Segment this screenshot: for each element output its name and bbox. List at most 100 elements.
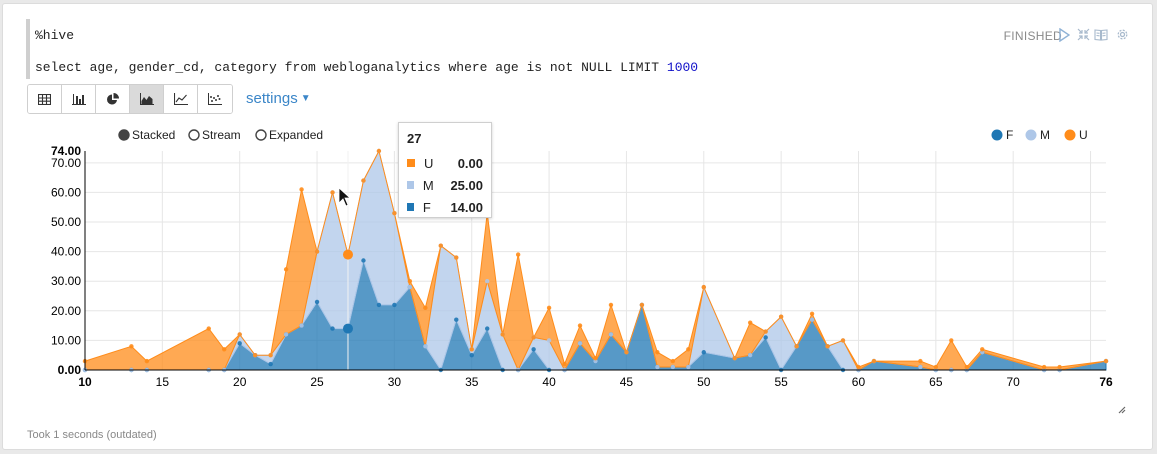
data-point-u [577,323,583,328]
data-point-u [283,267,289,272]
mode-label-expanded: Expanded [269,128,323,142]
y-tick-label: 50.00 [51,215,81,229]
x-tick-label: 76 [1099,375,1113,389]
table-view-button[interactable] [28,85,62,113]
area-chart-icon [139,93,154,105]
legend-dot-m[interactable] [1025,129,1037,141]
data-point-f [330,326,335,331]
data-point-m [546,338,552,343]
execution-time-label: Took 1 seconds (outdated) [27,429,157,441]
settings-dropdown[interactable]: settings ▼ [246,90,311,107]
data-point-u [423,305,428,311]
data-point-u [330,190,335,195]
data-point-u [593,355,598,361]
tooltip-title: 27 [407,131,422,146]
data-point-m [686,364,691,370]
data-point-f [237,341,242,346]
data-point-f [469,353,474,358]
data-point-u [438,243,444,248]
bar-chart-button[interactable] [62,85,96,113]
mode-label-stream: Stream [202,128,241,142]
data-point-m [407,284,413,290]
line-chart-button[interactable] [164,85,198,113]
scatter-chart-icon [208,93,222,105]
tooltip-row-m: M 25.00 [407,174,483,196]
scatter-chart-button[interactable] [198,85,232,113]
data-point-f [763,335,768,340]
y-tick-label: 40.00 [51,245,81,259]
data-point-u [129,344,134,349]
caret-down-icon: ▼ [300,93,311,104]
data-point-u [237,332,242,337]
legend-label-u: U [1079,128,1088,142]
data-point-f [454,317,459,322]
data-point-f [361,258,366,263]
area-series-u [84,149,1107,372]
legend-label-f: F [1006,128,1013,142]
data-point-u [546,305,552,311]
data-point-u [809,311,815,316]
pie-chart-button[interactable] [96,85,130,113]
collapse-icon[interactable] [1076,28,1090,42]
x-tick-label: 15 [156,375,170,389]
pie-chart-icon [107,92,119,104]
data-point-m [299,323,304,328]
x-tick-label: 25 [310,375,324,389]
data-point-f [531,347,536,352]
data-point-u [794,344,799,349]
table-icon [38,93,51,105]
tooltip-value: 14.00 [450,199,483,215]
editor-gutter [26,19,30,79]
x-tick-label: 65 [929,375,943,389]
data-point-u [376,148,382,154]
data-point-u [268,353,273,358]
mode-radio-expanded[interactable] [255,129,267,141]
y-tick-label: 10.00 [51,333,81,347]
tooltip-key: F [422,199,431,215]
data-point-u [407,279,413,284]
data-point-f [392,302,397,308]
data-point-u [980,347,985,352]
resize-handle-icon[interactable] [1118,406,1126,414]
area-chart-button[interactable] [130,85,164,113]
data-point-u [918,358,923,364]
data-point-u [763,329,768,334]
tooltip-key: M [422,177,434,193]
run-icon[interactable] [1057,27,1071,43]
data-point-f [701,350,706,355]
legend-dot-f[interactable] [991,129,1003,141]
chart-tooltip: 27 U 0.00 M 25.00 F 14.00 [398,122,492,218]
tooltip-swatch [407,159,415,167]
data-point-f [485,326,490,331]
gear-icon[interactable] [1115,28,1129,42]
query-limit: 1000 [666,60,699,75]
mode-radio-stacked[interactable] [118,129,130,141]
mode-label-stacked: Stacked [132,128,175,142]
data-point-m [608,332,614,337]
data-point-u [531,335,536,340]
settings-label: settings [246,90,298,107]
x-tick-label: 30 [388,375,402,389]
legend-dot-u[interactable] [1064,129,1076,141]
book-icon[interactable] [1094,28,1108,42]
tooltip-key: U [424,155,434,171]
tooltip-value: 25.00 [450,177,483,193]
data-point-u [144,358,150,364]
data-point-u [252,353,258,358]
data-point-u [825,344,830,349]
data-point-u [562,361,567,367]
data-point-u [933,364,939,370]
data-point-u [361,178,366,183]
data-point-m [655,364,660,370]
data-point-u [840,338,846,343]
x-tick-label: 20 [233,375,247,389]
data-point-u [1103,358,1109,364]
query-prefix: select age, gender_cd, category from web… [35,60,667,75]
interpreter-label[interactable]: %hive [35,28,75,43]
mode-radio-stream[interactable] [188,129,200,141]
query-text[interactable]: select age, gender_cd, category from web… [35,60,698,75]
chart-type-toolbar [27,84,233,114]
data-point-u [314,249,320,254]
data-point-u [608,302,614,308]
bar-chart-icon [71,94,86,105]
